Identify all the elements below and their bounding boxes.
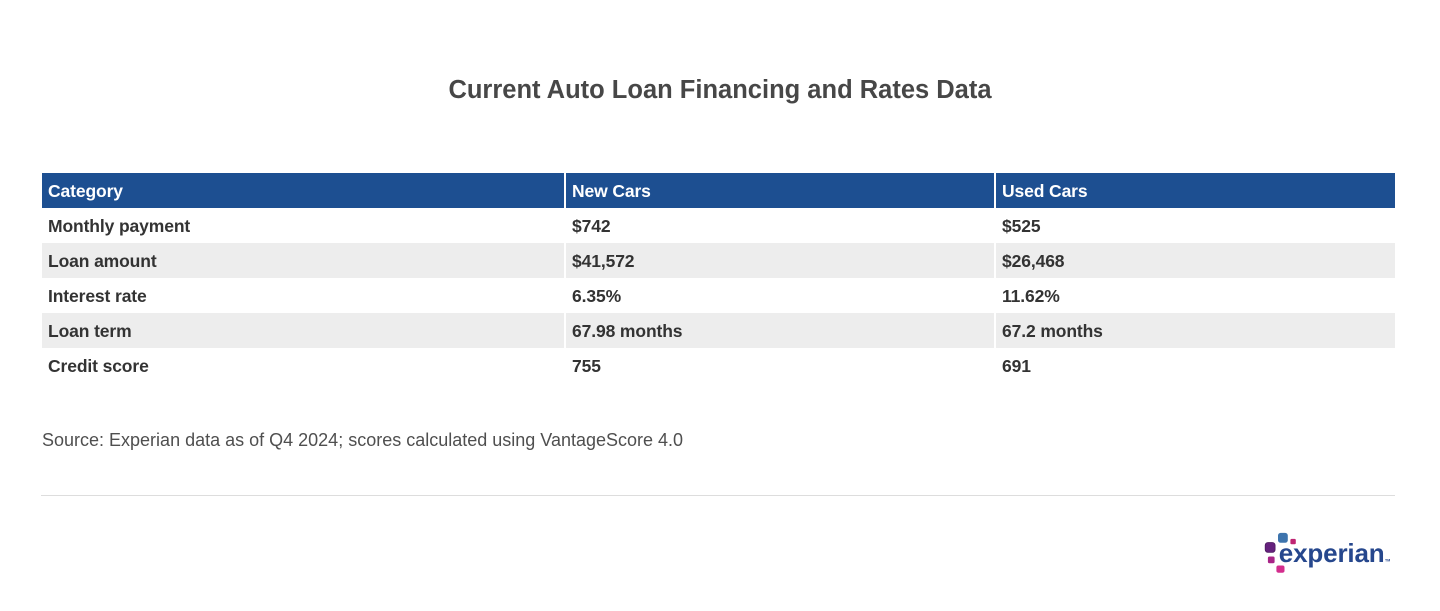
svg-text:TM: TM <box>1385 559 1390 563</box>
svg-text:experian: experian <box>1279 538 1385 568</box>
